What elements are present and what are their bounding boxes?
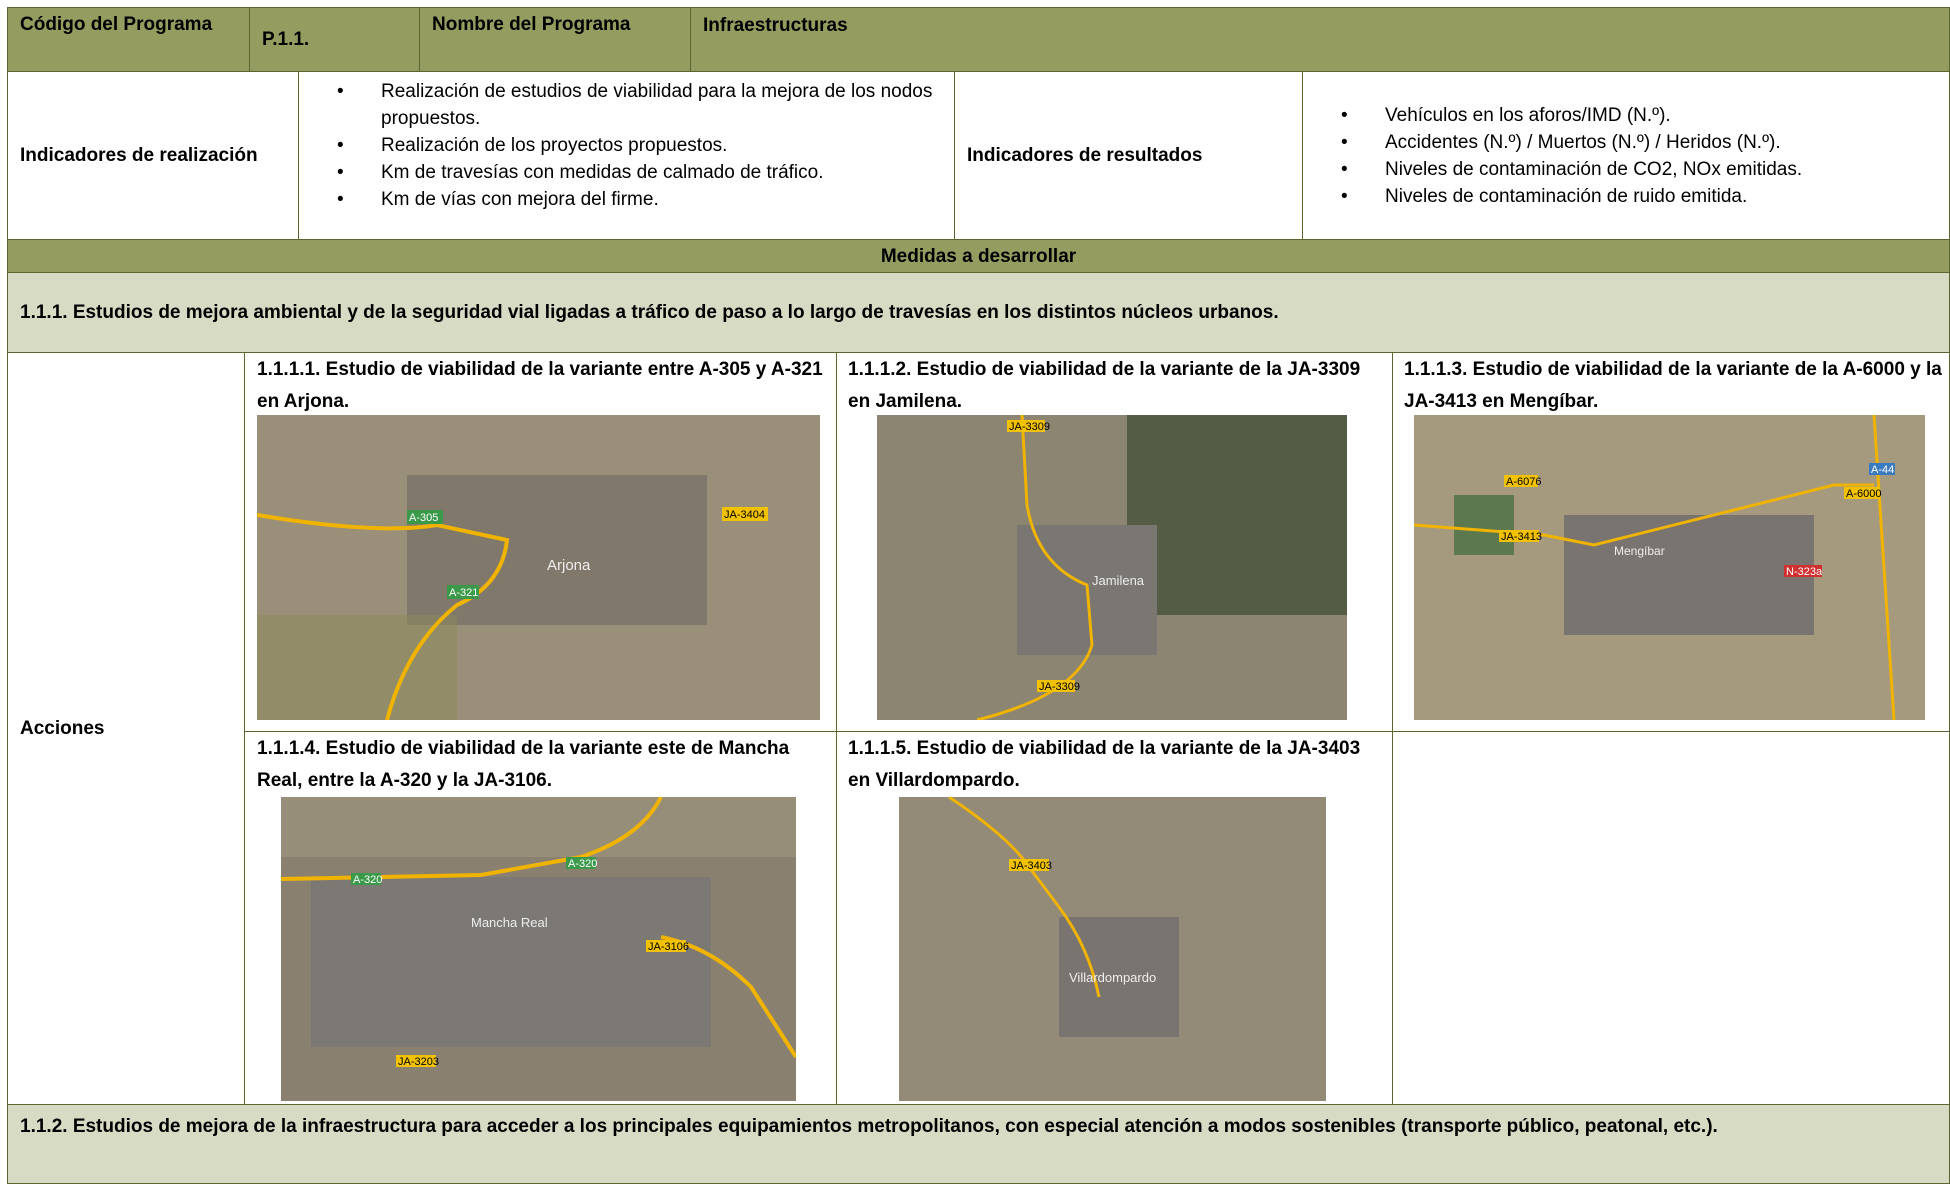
map-label: JA-3413 xyxy=(1501,531,1542,543)
action-title: 1.1.1.1. Estudio de viabilidad de la var… xyxy=(257,359,823,412)
map-label: A-321 xyxy=(449,587,478,599)
resultados-cell: Vehículos en los aforos/IMD (N.º).Accide… xyxy=(1302,71,1950,240)
map-label: JA-3403 xyxy=(1011,860,1052,872)
map-label: A-305 xyxy=(409,512,438,524)
program-name: Infraestructuras xyxy=(690,7,1950,72)
indicator-item: Niveles de contaminación de CO2, NOx emi… xyxy=(1341,156,1802,183)
action-title: 1.1.1.5. Estudio de viabilidad de la var… xyxy=(848,738,1361,791)
map-label: A-44 xyxy=(1871,464,1894,476)
resultados-list: Vehículos en los aforos/IMD (N.º).Accide… xyxy=(1315,102,1802,210)
map-label: Mengíbar xyxy=(1614,544,1665,558)
action-cell xyxy=(1392,731,1950,1105)
code: P.1.1. xyxy=(249,7,420,72)
action-title: 1.1.1.2. Estudio de viabilidad de la var… xyxy=(848,359,1361,412)
map-label: A-6000 xyxy=(1846,488,1881,500)
indicator-item: Km de travesías con medidas de calmado d… xyxy=(337,159,942,186)
map-label: JA-3309 xyxy=(1009,421,1050,433)
resultados-label: Indicadores de resultados xyxy=(954,71,1303,240)
indicator-item: Realización de los proyectos propuestos. xyxy=(337,132,942,159)
map-label: A-320 xyxy=(353,874,382,886)
map-label: A-6076 xyxy=(1506,476,1541,488)
map-image: A-6076 A-44 A-6000 JA-3413 Mengíbar N-32… xyxy=(1414,415,1925,720)
map-image: A-305 JA-3404 Arjona A-321 xyxy=(257,415,820,720)
measure-title: 1.1.1. Estudios de mejora ambiental y de… xyxy=(7,272,1950,353)
action-title: 1.1.1.4. Estudio de viabilidad de la var… xyxy=(257,738,790,791)
medidas-title: Medidas a desarrollar xyxy=(7,239,1950,273)
code-label: Código del Programa xyxy=(7,7,250,72)
map-image: A-320 A-320 Mancha Real JA-3106 JA-3203 xyxy=(281,797,796,1101)
map-label: Jamilena xyxy=(1092,573,1145,588)
map-label: JA-3309 xyxy=(1039,681,1080,693)
action-title: 1.1.1.3. Estudio de viabilidad de la var… xyxy=(1404,359,1942,412)
realizacion-cell: Realización de estudios de viabilidad pa… xyxy=(298,71,955,240)
map-label: Arjona xyxy=(547,557,591,574)
map-label: JA-3106 xyxy=(648,941,689,953)
name-label: Nombre del Programa xyxy=(419,7,691,72)
map-label: Villardompardo xyxy=(1069,970,1156,985)
indicator-item: Realización de estudios de viabilidad pa… xyxy=(337,78,942,132)
map-label: N-323a xyxy=(1786,566,1823,578)
actions-label: Acciones xyxy=(7,352,245,1105)
realizacion-label: Indicadores de realización xyxy=(7,71,299,240)
indicator-item: Accidentes (N.º) / Muertos (N.º) / Herid… xyxy=(1341,129,1802,156)
map-label: A-320 xyxy=(568,858,597,870)
map-image: JA-3403 Villardompardo xyxy=(899,797,1326,1101)
measure-title: 1.1.2. Estudios de mejora de la infraest… xyxy=(7,1104,1950,1184)
realizacion-list: Realización de estudios de viabilidad pa… xyxy=(311,78,942,213)
map-label: JA-3404 xyxy=(724,509,765,521)
map-image: JA-3309 Jamilena JA-3309 xyxy=(877,415,1347,720)
map-label: JA-3203 xyxy=(398,1056,439,1068)
indicator-item: Niveles de contaminación de ruido emitid… xyxy=(1341,183,1802,210)
map-label: Mancha Real xyxy=(471,915,548,930)
indicator-item: Km de vías con mejora del firme. xyxy=(337,186,942,213)
indicator-item: Vehículos en los aforos/IMD (N.º). xyxy=(1341,102,1802,129)
